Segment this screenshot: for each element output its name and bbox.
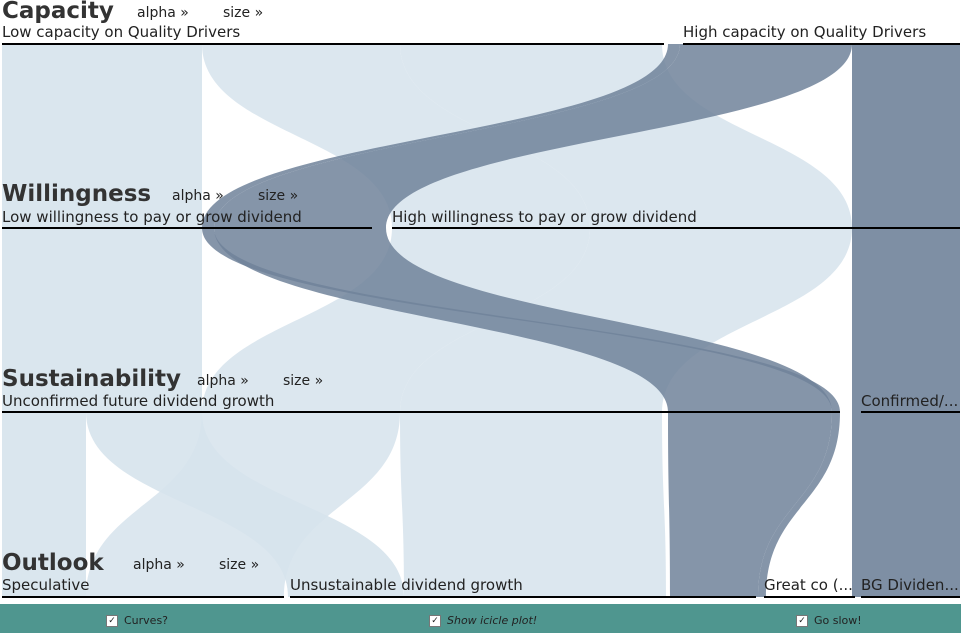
dimension-title-willingness[interactable]: Willingness — [2, 181, 152, 207]
category-label[interactable]: Great co (... — [764, 576, 853, 594]
sustainability-alpha-sort[interactable]: alpha » — [197, 373, 249, 389]
capacity-alpha-sort[interactable]: alpha » — [137, 5, 189, 21]
ribbon-low-high-unconf-unsust[interactable] — [400, 44, 852, 597]
willingness-size-sort[interactable]: size » — [258, 188, 299, 204]
curves-option[interactable]: ✓ Curves? — [106, 614, 168, 627]
category-label[interactable]: Unsustainable dividend growth — [290, 576, 523, 594]
sustainability-size-sort[interactable]: size » — [283, 373, 324, 389]
option-label: Show icicle plot! — [447, 614, 538, 627]
category-label[interactable]: Unconfirmed future dividend growth — [2, 392, 275, 410]
option-label: Go slow! — [814, 614, 862, 627]
category-label[interactable]: High willingness to pay or grow dividend — [392, 208, 697, 226]
ribbon-low-high-unconf-spec[interactable] — [86, 44, 590, 597]
outlook-size-sort[interactable]: size » — [219, 557, 260, 573]
ribbon-high-high-conf-bg[interactable] — [852, 44, 960, 597]
category-label[interactable]: Confirmed/... — [861, 392, 959, 410]
category-label[interactable]: High capacity on Quality Drivers — [683, 23, 927, 41]
category-label[interactable]: BG Dividen... — [861, 576, 959, 594]
checkbox-icon[interactable]: ✓ — [429, 615, 441, 627]
go-slow-option[interactable]: ✓ Go slow! — [796, 614, 862, 627]
parallel-sets-chart — [2, 43, 960, 598]
willingness-alpha-sort[interactable]: alpha » — [172, 188, 224, 204]
dimension-title-capacity[interactable]: Capacity — [2, 0, 114, 24]
capacity-size-sort[interactable]: size » — [223, 5, 264, 21]
ribbon-low-low-unconf-spec[interactable] — [2, 44, 86, 597]
dimension-title-outlook[interactable]: Outlook — [2, 550, 104, 576]
category-label[interactable]: Speculative — [2, 576, 90, 594]
ribbon-high-low-unconf-great[interactable] — [214, 44, 852, 597]
checkbox-icon[interactable]: ✓ — [796, 615, 808, 627]
icicle-option[interactable]: ✓ Show icicle plot! — [429, 614, 537, 627]
ribbon-low-low-unconf-unsust[interactable] — [86, 44, 404, 597]
category-label[interactable]: Low willingness to pay or grow dividend — [2, 208, 302, 226]
options-bar: ✓ Curves? ✓ Show icicle plot! ✓ Go slow! — [0, 604, 961, 633]
checkbox-icon[interactable]: ✓ — [106, 615, 118, 627]
category-label[interactable]: Low capacity on Quality Drivers — [2, 23, 241, 41]
outlook-alpha-sort[interactable]: alpha » — [133, 557, 185, 573]
option-label: Curves? — [124, 614, 169, 627]
dimension-title-sustainability[interactable]: Sustainability — [2, 366, 182, 392]
